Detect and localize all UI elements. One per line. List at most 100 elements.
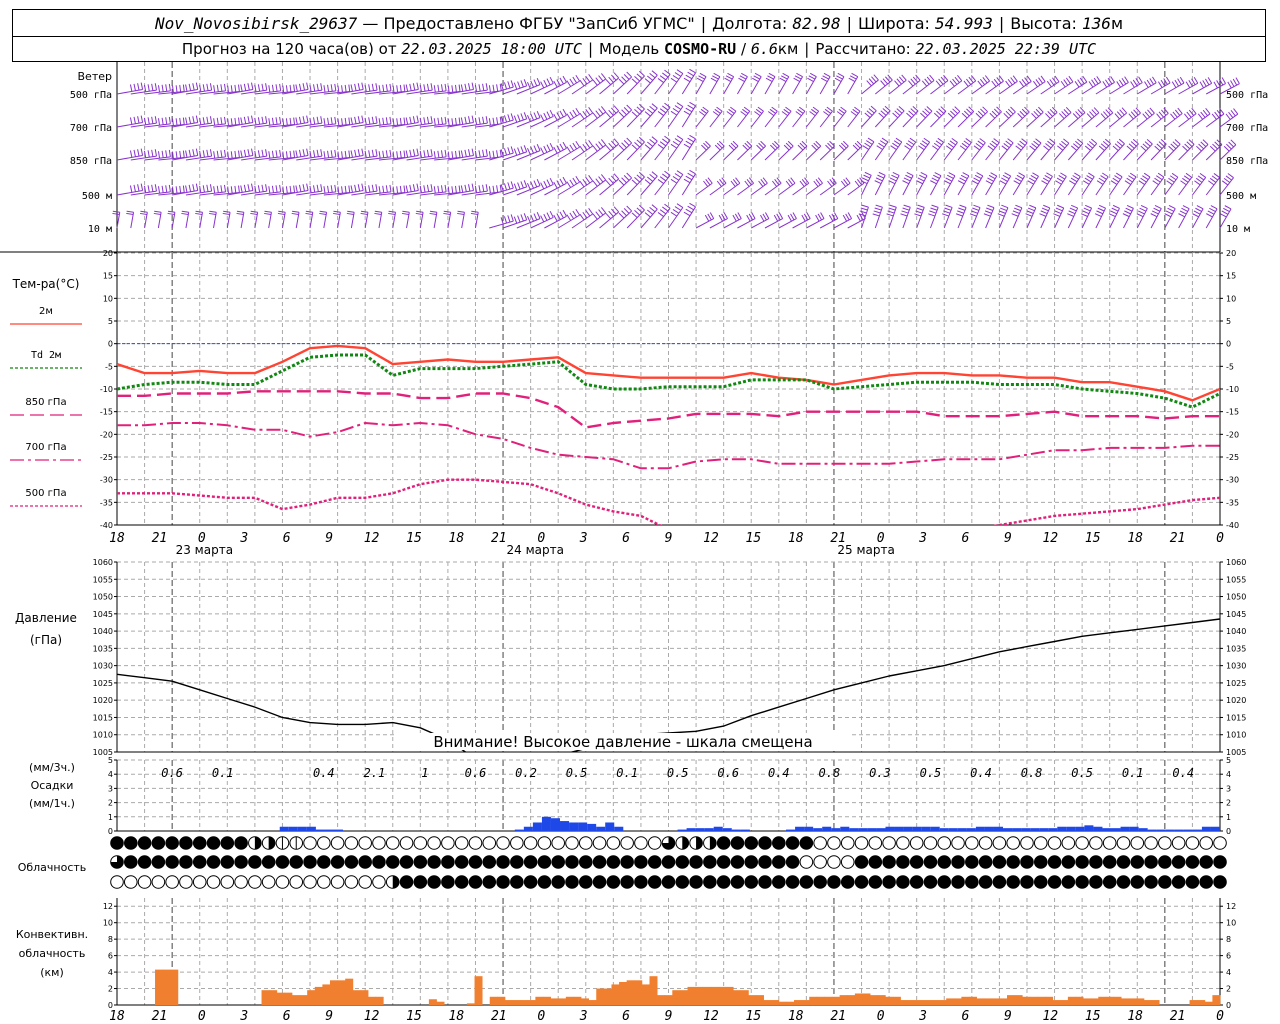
temp-axis-tick-left: 10 — [103, 294, 113, 303]
wind-barb-feather — [206, 116, 209, 124]
wind-barb-feather — [1045, 143, 1052, 149]
x-tick-label: 3 — [918, 531, 927, 546]
wind-barb-shaft — [764, 145, 780, 161]
cloud-circle — [578, 836, 593, 850]
wind-barb-shaft — [1123, 112, 1141, 128]
wind-barb-feather — [873, 74, 879, 81]
wind-barb-feather — [140, 148, 144, 156]
wind-barb — [957, 75, 977, 95]
temp-axis-tick-left: -30 — [100, 476, 113, 485]
wind-barb-shaft — [502, 186, 527, 196]
wind-barb-feather — [360, 210, 369, 213]
wind-barb-feather — [1183, 113, 1190, 120]
wind-barb — [1150, 139, 1167, 161]
wind-barb-feather — [1116, 141, 1123, 147]
precip-bar — [324, 829, 334, 831]
wind-barb-feather — [399, 117, 402, 125]
wind-barb-shaft — [750, 182, 768, 196]
wind-barb-shaft — [365, 90, 392, 95]
wind-barb-feather — [987, 204, 995, 209]
wind-barb-feather — [546, 111, 551, 119]
pressure-axis-tick-right: 1010 — [1226, 731, 1246, 740]
pressure-axis-tick-right: 1030 — [1226, 662, 1246, 671]
cloud-circle — [1033, 875, 1048, 889]
wind-barb-feather — [1126, 177, 1133, 183]
wind-barb-feather — [460, 185, 464, 193]
precip-bar — [984, 826, 994, 831]
pressure-axis-tick-left: 1055 — [93, 575, 113, 584]
cloud-symbol — [123, 875, 138, 889]
wind-barb-feather — [510, 181, 514, 189]
wind-barb-feather — [845, 213, 850, 221]
wind-barb-feather — [460, 84, 464, 92]
wind-barb-feather — [754, 111, 761, 117]
wind-barb-feather — [527, 215, 531, 223]
wind-barb-feather — [179, 84, 182, 92]
wind-barb-feather — [699, 72, 707, 78]
wind-barb-shaft — [116, 88, 143, 95]
conv-bar — [542, 996, 551, 1005]
cloud-circle — [468, 875, 483, 889]
wind-barb-feather — [250, 183, 254, 191]
wind-barb-feather — [143, 185, 147, 193]
wind-barb-feather — [216, 185, 219, 193]
wind-barb — [833, 212, 853, 229]
wind-barb-feather — [1230, 80, 1235, 87]
cloud-symbol — [661, 875, 676, 889]
wind-barb-feather — [1108, 213, 1116, 218]
wind-barb-shaft — [1095, 207, 1106, 229]
wind-barb-shaft — [709, 182, 727, 196]
wind-barb — [613, 71, 632, 95]
wind-barb-feather — [320, 83, 323, 91]
wind-barb-feather — [247, 83, 250, 91]
wind-barb — [254, 184, 282, 196]
wind-barb-feather — [371, 184, 374, 192]
wind-barb-feather — [234, 84, 237, 92]
wind-barb-feather — [1179, 210, 1187, 215]
wind-barb-feather — [877, 174, 885, 179]
precip-bar — [831, 828, 841, 831]
wind-barb-feather — [996, 77, 1002, 84]
wind-barb-shaft — [158, 91, 185, 95]
cloud-circle — [468, 836, 483, 850]
wind-barb-feather — [1232, 78, 1238, 86]
wind-barb-feather — [889, 204, 897, 208]
cloud-symbol — [1213, 836, 1227, 850]
wind-barb-feather — [533, 145, 538, 153]
wind-barb-feather — [1072, 175, 1079, 180]
wind-barb-feather — [579, 213, 585, 221]
wind-barb-feather — [903, 177, 911, 182]
wind-barb-feather — [389, 116, 392, 124]
wind-barb-feather — [888, 180, 896, 185]
cloud-symbol — [909, 836, 924, 850]
wind-barb-feather — [530, 214, 534, 222]
wind-barb — [750, 177, 768, 196]
cloud-symbol — [413, 836, 428, 850]
wind-barb — [1040, 138, 1056, 161]
wind-barb-feather — [399, 185, 402, 193]
wind-barb-feather — [223, 149, 227, 157]
cloud-circle — [896, 875, 910, 889]
cloud-circle — [785, 875, 800, 889]
wind-barb — [1012, 106, 1030, 128]
cloud-symbol — [1061, 836, 1076, 850]
wind-barb-feather — [133, 184, 136, 192]
wind-barb-feather — [368, 117, 371, 125]
wind-barb — [236, 210, 245, 229]
wind-barb-feather — [801, 179, 807, 186]
wind-barb-feather — [940, 106, 947, 112]
cloud-circle — [551, 875, 566, 889]
wind-barb-feather — [250, 148, 254, 156]
wind-barb — [695, 106, 709, 128]
conv-bar — [512, 1000, 521, 1005]
wind-barb-feather — [513, 216, 518, 224]
wind-barb-feather — [984, 75, 990, 82]
wind-barb-feather — [129, 84, 133, 92]
wind-barb-shaft — [778, 182, 796, 196]
cloud-circle — [1102, 875, 1117, 889]
wind-barb-feather — [334, 149, 337, 157]
conv-bar — [596, 988, 605, 1005]
x-tick-label: 9 — [1004, 1009, 1012, 1024]
conv-bar — [672, 990, 681, 1005]
cloud-symbol — [1102, 875, 1117, 889]
